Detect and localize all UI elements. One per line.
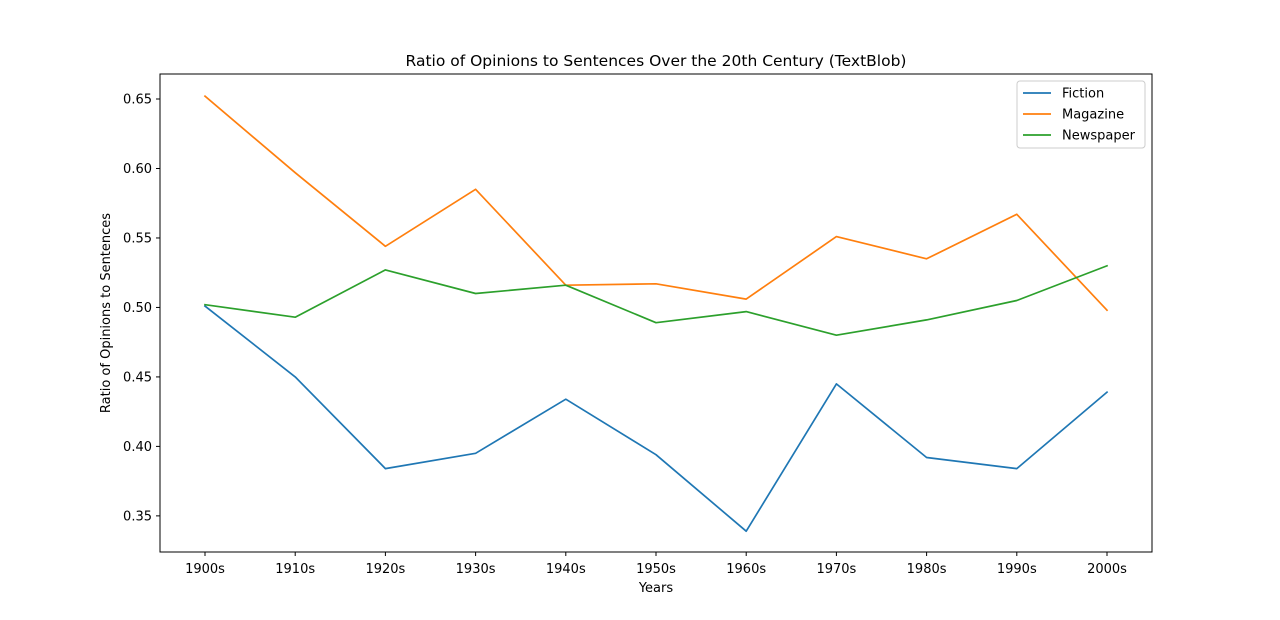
x-tick-label: 1940s bbox=[546, 562, 586, 577]
x-tick-label: 1930s bbox=[456, 562, 496, 577]
x-tick-label: 1900s bbox=[185, 562, 225, 577]
legend: Fiction Magazine Newspaper bbox=[1016, 80, 1146, 149]
x-axis-label: Years bbox=[638, 581, 674, 596]
x-tick-label: 1910s bbox=[275, 562, 315, 577]
x-tick-label: 1990s bbox=[997, 562, 1037, 577]
y-tick-label: 0.35 bbox=[123, 509, 152, 524]
y-tick-label: 0.60 bbox=[123, 162, 152, 177]
legend-box bbox=[1016, 80, 1146, 149]
series-line-magazine bbox=[203, 95, 1109, 312]
y-axis-label: Ratio of Opinions to Sentences bbox=[99, 213, 114, 413]
y-tick-label: 0.50 bbox=[123, 301, 152, 316]
y-tick-label: 0.55 bbox=[123, 231, 152, 246]
x-tick-label: 2000s bbox=[1087, 562, 1127, 577]
chart-title: Ratio of Opinions to Sentences Over the … bbox=[406, 52, 907, 70]
series-lines bbox=[203, 95, 1109, 533]
x-tick-label: 1920s bbox=[365, 562, 405, 577]
y-tick-label: 0.40 bbox=[123, 440, 152, 455]
legend-label-newspaper: Newspaper bbox=[1062, 129, 1136, 144]
y-tick-label: 0.65 bbox=[123, 93, 152, 108]
x-tick-label: 1950s bbox=[636, 562, 676, 577]
x-tick-label: 1970s bbox=[816, 562, 856, 577]
x-axis: 1900s 1910s 1920s 1930s 1940s 1950s 1960s 1970s… bbox=[185, 552, 1127, 577]
x-tick-label: 1980s bbox=[907, 562, 947, 577]
y-axis: 0.35 0.40 0.45 0.50 0.55 0.60 0.65 bbox=[123, 93, 160, 524]
series-line-newspaper bbox=[204, 264, 1109, 337]
x-tick-label: 1960s bbox=[726, 562, 766, 577]
legend-label-magazine: Magazine bbox=[1062, 108, 1124, 123]
legend-label-fiction: Fiction bbox=[1062, 87, 1104, 102]
series-line-fiction bbox=[203, 304, 1109, 533]
y-tick-label: 0.45 bbox=[123, 370, 152, 385]
